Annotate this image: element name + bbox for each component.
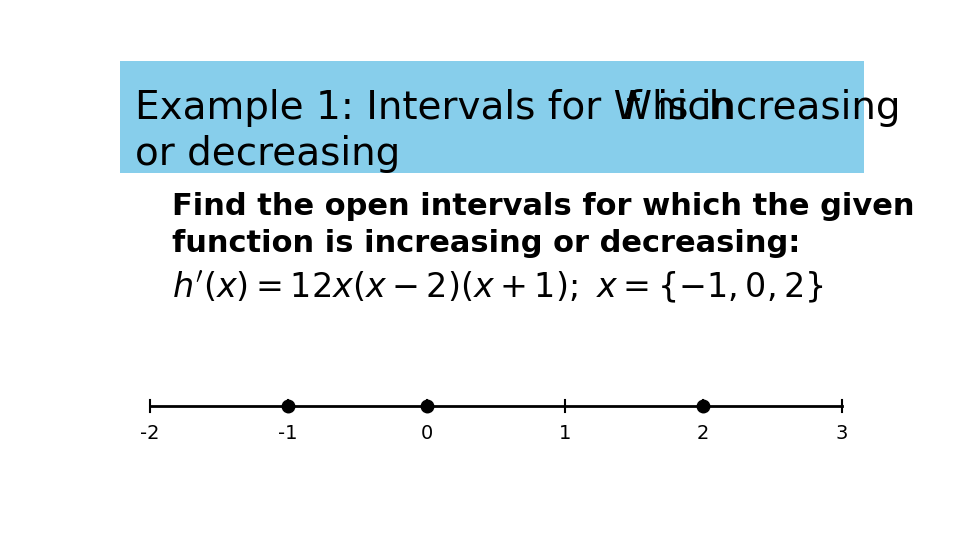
Text: is increasing: is increasing — [644, 90, 900, 127]
Text: or decreasing: or decreasing — [134, 135, 400, 173]
Text: 1: 1 — [559, 424, 571, 443]
Text: $f$: $f$ — [623, 90, 643, 127]
Text: Find the open intervals for which the given: Find the open intervals for which the gi… — [172, 192, 915, 221]
FancyBboxPatch shape — [120, 60, 864, 173]
Text: function is increasing or decreasing:: function is increasing or decreasing: — [172, 229, 801, 258]
Text: -1: -1 — [278, 424, 298, 443]
Text: 0: 0 — [420, 424, 433, 443]
Text: 3: 3 — [835, 424, 848, 443]
Text: -2: -2 — [140, 424, 159, 443]
Text: 2: 2 — [697, 424, 709, 443]
Text: Example 1: Intervals for Which: Example 1: Intervals for Which — [134, 90, 746, 127]
Text: $h'(x) = 12x(x-2)(x+1);\ x = \{-1, 0, 2\}$: $h'(x) = 12x(x-2)(x+1);\ x = \{-1, 0, 2\… — [172, 269, 824, 305]
